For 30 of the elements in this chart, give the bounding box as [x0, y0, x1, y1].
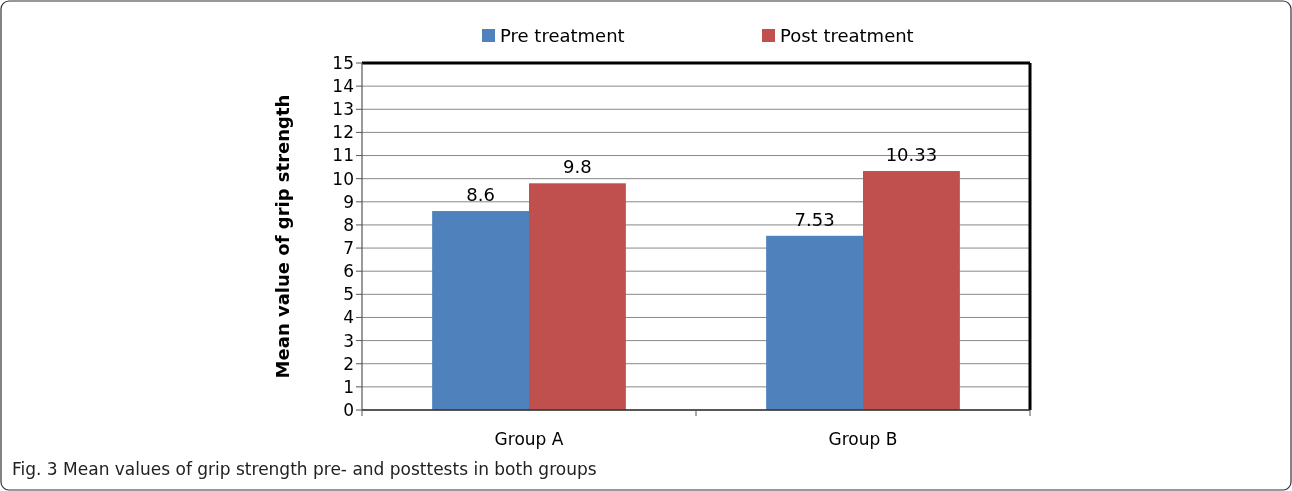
legend-label: Post treatment: [780, 25, 914, 47]
legend-label: Pre treatment: [500, 25, 625, 47]
y-tick-label: 14: [332, 76, 354, 97]
x-tick-label: Group A: [494, 429, 564, 449]
bar: [529, 183, 626, 410]
bar: [766, 235, 863, 410]
bar: [863, 171, 960, 410]
data-label: 10.33: [885, 144, 938, 166]
y-tick-label: 8: [343, 214, 354, 235]
data-label: 7.53: [794, 208, 835, 230]
y-tick-label: 7: [343, 238, 354, 259]
y-tick-label: 12: [332, 122, 354, 143]
y-tick-label: 2: [343, 353, 354, 374]
data-label: 9.8: [563, 156, 592, 178]
y-tick-label: 1: [343, 376, 354, 397]
bar: [432, 211, 529, 410]
y-tick-label: 9: [343, 191, 354, 212]
y-tick-label: 6: [343, 261, 354, 282]
y-tick-label: 3: [343, 330, 354, 351]
data-label: 8.6: [466, 184, 495, 206]
y-tick-label: 4: [343, 307, 354, 328]
y-tick-label: 10: [332, 168, 354, 189]
y-tick-label: 0: [343, 399, 354, 420]
x-tick-label: Group B: [828, 429, 898, 449]
caption: Fig. 3 Mean values of grip strength pre- and posttests in both groups: [12, 459, 597, 479]
y-tick-label: 5: [343, 284, 354, 305]
y-axis-title: Mean value of grip strength: [272, 94, 293, 379]
y-tick-label: 13: [332, 99, 354, 120]
y-tick-label: 15: [332, 52, 354, 73]
y-tick-label: 11: [332, 145, 354, 166]
